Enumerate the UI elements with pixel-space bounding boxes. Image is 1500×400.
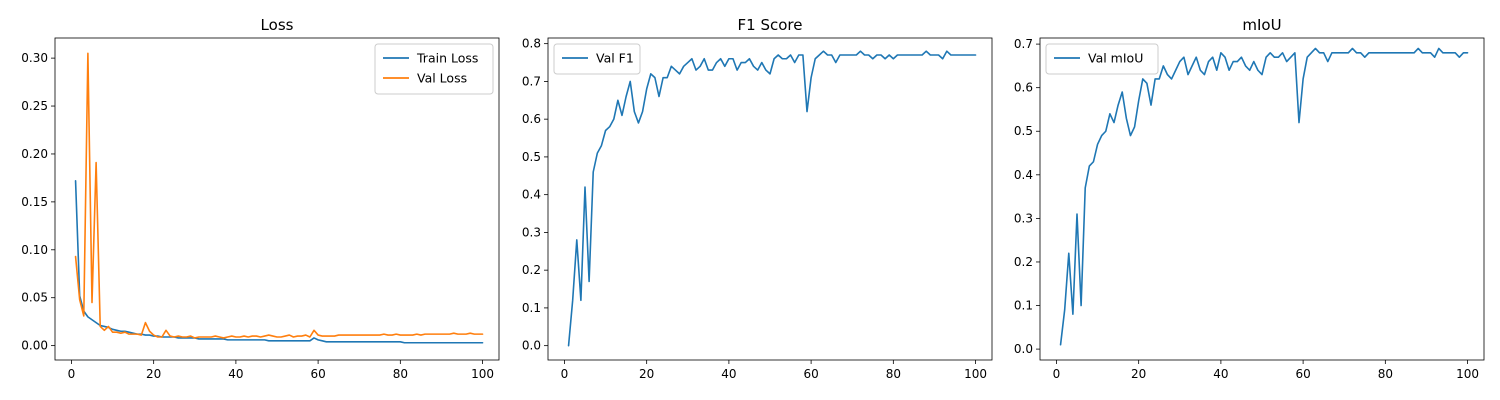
x-tick-label: 100 [964,367,987,381]
y-tick-label: 0.25 [21,99,48,113]
x-tick-label: 80 [1378,367,1393,381]
y-tick-label: 0.6 [522,112,541,126]
legend-box [374,43,494,95]
series-line-val-miou [1059,47,1469,346]
legend-box [1045,43,1159,75]
legend-label: Val F1 [596,51,634,66]
y-tick-label: 0.3 [1014,211,1033,225]
x-tick-label: 40 [1213,367,1228,381]
y-tick-label: 0.05 [21,291,48,305]
y-tick-label: 0.00 [21,339,48,353]
y-tick-label: 0.4 [522,188,541,202]
y-tick-label: 0.0 [1014,342,1033,356]
x-tick-label: 20 [146,367,161,381]
y-tick-label: 0.1 [1014,299,1033,313]
legend-label: Train Loss [416,51,478,66]
chart-title: Loss [261,16,294,34]
x-tick-label: 40 [228,367,243,381]
chart-panel-loss: Loss 0 20 40 60 80 100 0.00 0.05 0.10 0.15 0.20 0.25… [21,16,500,381]
legend-label: Val mIoU [1088,51,1143,66]
series-line-train-loss [74,179,484,344]
x-tick-label: 80 [886,367,901,381]
x-tick-label: 60 [1295,367,1310,381]
x-tick-label: 60 [803,367,818,381]
y-tick-label: 0.15 [21,195,48,209]
y-tick-label: 0.2 [522,263,541,277]
y-tick-label: 0.5 [1014,124,1033,138]
chart-panel-miou: mIoU 0 20 40 60 80 100 0.0 0.1 0.2 0.3 0.4 0.5 0.6 0.7… [1014,16,1485,381]
axes-frame [547,37,993,361]
legend: Val mIoU [1045,43,1159,75]
x-tick-label: 20 [639,367,654,381]
y-tick-label: 0.4 [1014,168,1033,182]
x-tick-label: 60 [310,367,325,381]
y-tick-label: 0.20 [21,147,48,161]
y-tick-label: 0.10 [21,243,48,257]
x-tick-label: 100 [1456,367,1479,381]
x-tick-label: 0 [561,367,569,381]
legend-label: Val Loss [417,71,467,86]
y-tick-label: 0.2 [1014,255,1033,269]
chart-title: mIoU [1242,16,1281,34]
y-tick-label: 0.1 [522,301,541,315]
series-line-val-f1 [567,50,977,347]
x-tick-label: 0 [1053,367,1061,381]
chart-panel-f1-score: F1 Score 0 20 40 60 80 100 0.0 0.1 0.2 0.3 0.4 0.5 0.… [522,16,993,381]
y-tick-label: 0.6 [1014,81,1033,95]
chart-title: F1 Score [738,16,803,34]
x-tick-label: 0 [68,367,76,381]
y-tick-label: 0.8 [522,37,541,51]
legend: Train Loss Val Loss [374,43,494,95]
x-tick-label: 40 [721,367,736,381]
axes-frame [1039,37,1485,361]
y-tick-label: 0.7 [1014,37,1033,51]
y-tick-label: 0.0 [522,339,541,353]
x-tick-label: 80 [393,367,408,381]
x-tick-label: 100 [471,367,494,381]
y-tick-label: 0.30 [21,51,48,65]
y-tick-label: 0.7 [522,74,541,88]
y-tick-label: 0.3 [522,225,541,239]
series-line-val-loss [74,52,484,339]
x-tick-label: 20 [1131,367,1146,381]
axes-frame [54,37,500,361]
legend-box [553,43,641,75]
y-tick-label: 0.5 [522,150,541,164]
legend: Val F1 [553,43,641,75]
